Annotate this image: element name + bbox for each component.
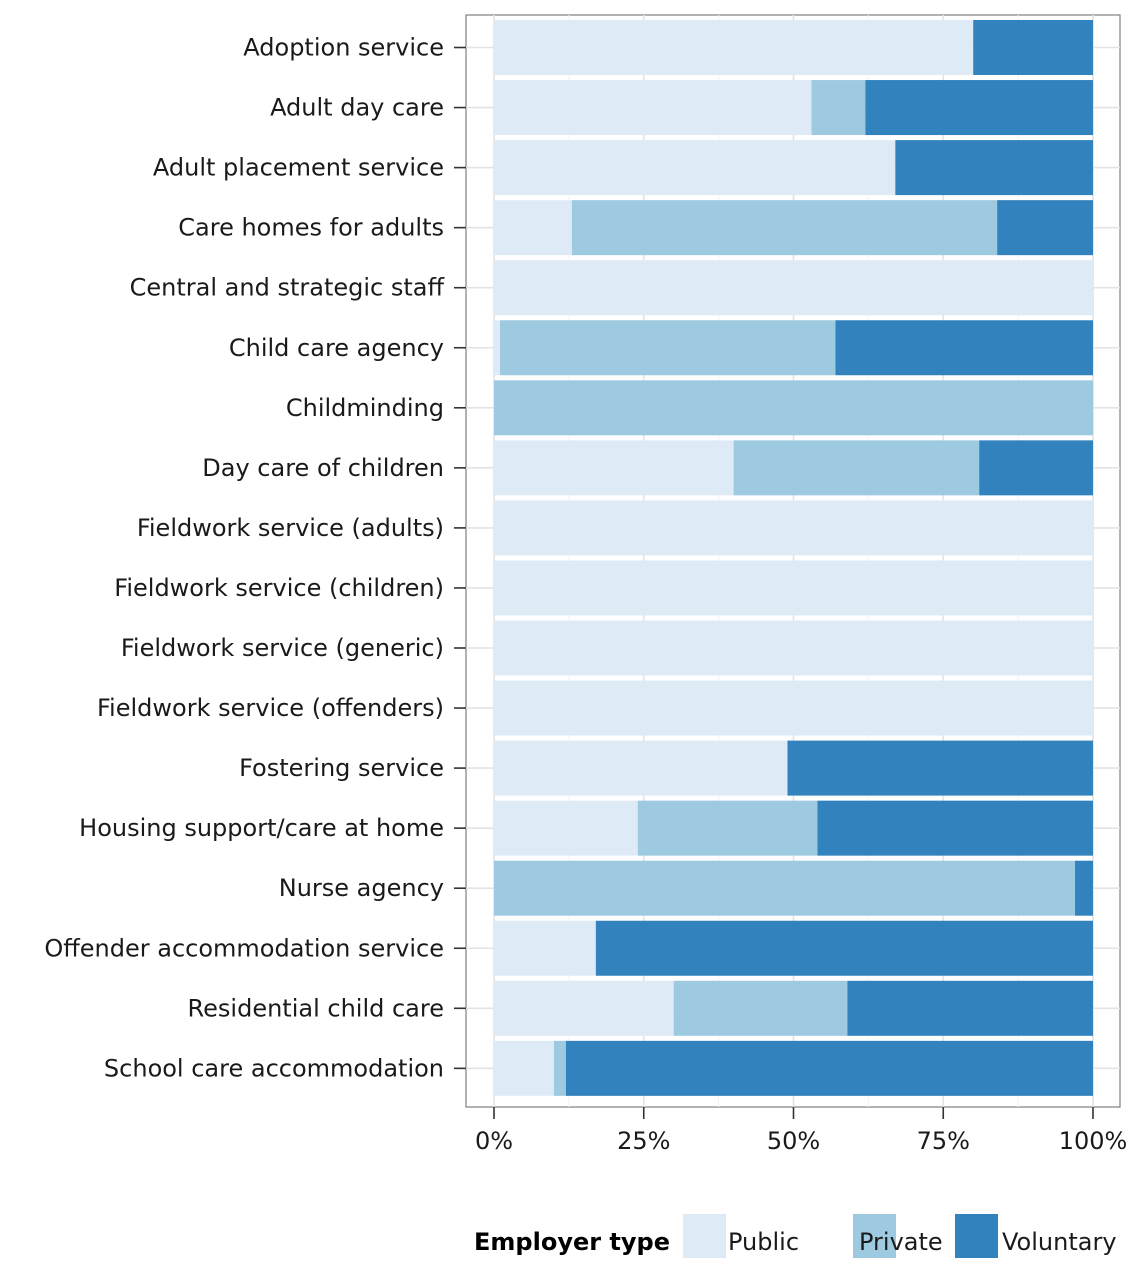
category-label: Adult placement service [153, 154, 444, 182]
bar-segment-public [494, 620, 1093, 676]
bar-segment-voluntary [895, 140, 1093, 196]
bar-segment-public [494, 140, 896, 196]
bar-segment-public [494, 320, 500, 376]
bar-segment-public [494, 440, 734, 496]
bar-segment-private [494, 380, 1093, 436]
bar-segment-public [494, 80, 812, 136]
x-tick-label: 25% [617, 1127, 670, 1155]
bar-segment-public [494, 20, 974, 75]
bar-segment-public [494, 500, 1093, 556]
category-label: Care homes for adults [178, 214, 444, 242]
bar-segment-voluntary [595, 920, 1093, 976]
category-label: Fostering service [239, 754, 444, 782]
category-label: School care accommodation [104, 1054, 444, 1082]
bar-segment-voluntary [565, 1040, 1093, 1096]
x-tick-label: 75% [917, 1127, 970, 1155]
bar-segment-private [494, 860, 1076, 916]
bar-segment-private [637, 800, 818, 856]
x-tick-label: 0% [475, 1127, 513, 1155]
bar-segment-private [811, 80, 866, 136]
category-label: Residential child care [188, 994, 444, 1022]
x-axis: 0% 25% 50% 75% 100% [475, 1107, 1127, 1155]
category-label: Central and strategic staff [130, 274, 445, 302]
category-label: Fieldwork service (offenders) [97, 694, 444, 722]
legend-title: Employer type [474, 1228, 670, 1256]
bar-segment-public [494, 680, 1093, 736]
category-label: Child care agency [229, 334, 444, 362]
category-label: Nurse agency [279, 874, 444, 902]
legend-key-voluntary [955, 1214, 998, 1258]
bar-segment-voluntary [817, 800, 1093, 856]
legend-label-voluntary: Voluntary [1002, 1228, 1117, 1256]
bar-segment-public [494, 800, 638, 856]
bar-segment-voluntary [997, 200, 1093, 256]
bar-segment-public [494, 980, 674, 1036]
bar-segment-private [733, 440, 980, 496]
bar-segment-public [494, 1040, 554, 1096]
legend-key-public [683, 1214, 726, 1258]
y-axis: Adoption service Adult day care Adult plac… [44, 34, 466, 1082]
bar-segment-voluntary [847, 980, 1093, 1036]
bar-segment-voluntary [973, 20, 1093, 75]
category-label: Day care of children [202, 454, 444, 482]
category-label: Offender accommodation service [44, 934, 444, 962]
bar-segment-voluntary [1075, 860, 1093, 916]
bar-segment-public [494, 920, 596, 976]
bar-segment-public [494, 740, 788, 796]
bar-segment-private [553, 1040, 566, 1096]
category-label: Fieldwork service (generic) [121, 634, 444, 662]
bar-segment-voluntary [835, 320, 1093, 376]
bar-segment-public [494, 560, 1093, 616]
bar-segment-private [673, 980, 848, 1036]
bar-segment-public [494, 200, 572, 256]
category-label: Fieldwork service (children) [114, 574, 444, 602]
category-label: Adoption service [243, 34, 444, 62]
bars [494, 20, 1093, 1096]
x-tick-label: 100% [1059, 1127, 1128, 1155]
category-label: Housing support/care at home [79, 814, 444, 842]
bar-segment-private [571, 200, 998, 256]
bar-segment-voluntary [979, 440, 1093, 496]
category-label: Fieldwork service (adults) [137, 514, 444, 542]
category-label: Adult day care [270, 94, 444, 122]
bar-segment-public [494, 260, 1093, 316]
bar-segment-voluntary [865, 80, 1093, 136]
legend-label-public: Public [728, 1228, 799, 1256]
legend-key-private [853, 1214, 896, 1258]
legend-label-private: Private [859, 1228, 943, 1256]
category-label: Childminding [286, 394, 444, 422]
legend: Employer type Public Private Voluntary [474, 1214, 1117, 1258]
x-tick-label: 50% [767, 1127, 820, 1155]
bar-segment-voluntary [787, 740, 1093, 796]
bar-segment-private [499, 320, 836, 376]
